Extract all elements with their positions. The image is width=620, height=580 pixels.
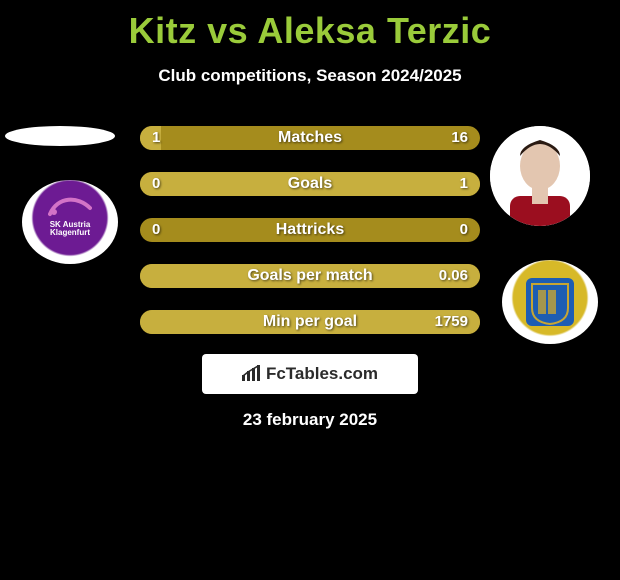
stat-fill-right bbox=[140, 264, 480, 288]
klagenfurt-logo-icon: SK Austria Klagenfurt bbox=[32, 190, 108, 254]
bar-chart-icon bbox=[242, 365, 262, 383]
stat-label: Matches bbox=[140, 126, 480, 150]
stat-left-value: 0 bbox=[152, 218, 160, 242]
stat-fill-right bbox=[140, 310, 480, 334]
player2-avatar bbox=[490, 126, 590, 226]
subtitle: Club competitions, Season 2024/2025 bbox=[0, 66, 620, 86]
stats-bars: 1 Matches 16 0 Goals 1 0 Hattricks 0 Goa… bbox=[140, 126, 480, 334]
klagenfurt-text: SK Austria Klagenfurt bbox=[50, 220, 91, 237]
stat-row-hattricks: 0 Hattricks 0 bbox=[140, 218, 480, 242]
stat-right-value: 0 bbox=[460, 218, 468, 242]
player1-avatar-placeholder bbox=[5, 126, 115, 146]
stat-row-goals-per-match: Goals per match 0.06 bbox=[140, 264, 480, 288]
stat-right-value: 16 bbox=[451, 126, 468, 150]
stat-row-min-per-goal: Min per goal 1759 bbox=[140, 310, 480, 334]
player-silhouette-icon bbox=[490, 126, 590, 226]
stat-row-goals: 0 Goals 1 bbox=[140, 172, 480, 196]
stat-fill-right bbox=[140, 172, 480, 196]
comparison-graphic: Kitz vs Aleksa Terzic Club competitions,… bbox=[0, 0, 620, 580]
player2-club-badge bbox=[502, 260, 598, 344]
page-title: Kitz vs Aleksa Terzic bbox=[0, 0, 620, 52]
date-text: 23 february 2025 bbox=[0, 410, 620, 430]
player1-club-badge: SK Austria Klagenfurt bbox=[22, 180, 118, 264]
stat-row-matches: 1 Matches 16 bbox=[140, 126, 480, 150]
stat-label: Hattricks bbox=[140, 218, 480, 242]
fctables-label: FcTables.com bbox=[266, 364, 378, 384]
stat-fill-left bbox=[140, 126, 161, 150]
shield-icon bbox=[526, 278, 574, 326]
fctables-watermark: FcTables.com bbox=[202, 354, 418, 394]
